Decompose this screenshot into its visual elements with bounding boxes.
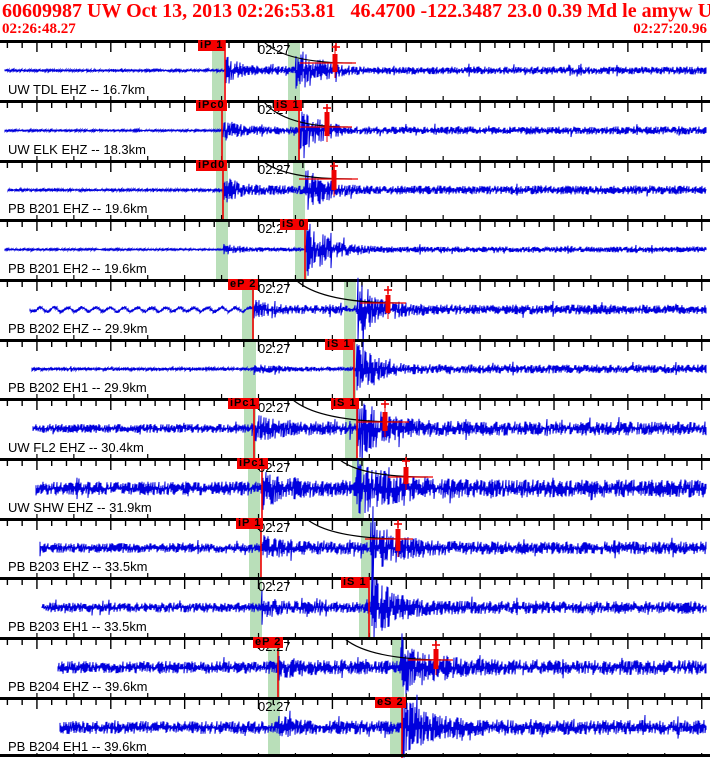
phase-pick-flag[interactable]: iS 1 xyxy=(325,338,353,350)
coda-decay-curve xyxy=(307,519,409,540)
predicted-arrival-band xyxy=(295,219,307,279)
station-channel-label: UW FL2 EHZ -- 30.4km xyxy=(8,440,144,455)
phase-pick-flag[interactable]: iPc0 xyxy=(196,99,227,111)
phase-pick-flag[interactable]: iPc1 xyxy=(228,397,259,409)
station-channel-label: PB B202 EHZ -- 29.9km xyxy=(8,321,148,336)
phase-pick-flag[interactable]: iS 0 xyxy=(280,218,308,230)
event-summary-header: 60609987 UW Oct 13, 2013 02:26:53.81 46.… xyxy=(2,0,710,22)
trace-divider-line xyxy=(0,40,710,43)
trace-waveform-12[interactable] xyxy=(59,694,707,758)
minute-time-label: 02:27 xyxy=(258,520,291,535)
trace-divider-line xyxy=(0,697,710,700)
phase-pick-flag[interactable]: iS 1 xyxy=(331,397,359,409)
trace-divider-line xyxy=(0,160,710,163)
station-channel-label: PB B203 EHZ -- 33.5km xyxy=(8,559,148,574)
trace-divider-line xyxy=(0,339,710,342)
trace-waveform-8[interactable] xyxy=(35,459,707,514)
minute-time-label: 02:27 xyxy=(258,341,291,356)
minute-time-label: 02:27 xyxy=(258,162,291,177)
minute-time-label: 02:27 xyxy=(258,42,291,57)
minute-time-label: 02:27 xyxy=(258,579,291,594)
trace-waveform-5[interactable] xyxy=(29,277,707,354)
minute-time-label: 02:27 xyxy=(258,400,291,415)
phase-pick-flag[interactable]: eP 2 xyxy=(253,636,284,648)
station-channel-label: PB B203 EH1 -- 33.5km xyxy=(8,619,147,634)
phase-pick-flag[interactable]: iP 1 xyxy=(236,517,264,529)
phase-pick-flag[interactable]: iS 1 xyxy=(341,576,369,588)
phase-pick-flag[interactable]: eP 2 xyxy=(228,278,259,290)
trace-divider-line xyxy=(0,637,710,640)
trace-waveform-2[interactable] xyxy=(4,111,707,159)
station-channel-label: PB B201 EHZ -- 19.6km xyxy=(8,201,148,216)
window-start-time: 02:26:48.27 xyxy=(2,21,76,37)
trace-waveform-1[interactable] xyxy=(4,51,707,89)
station-channel-label: PB B204 EHZ -- 39.6km xyxy=(8,679,148,694)
phase-pick-flag[interactable]: iPd0 xyxy=(196,159,228,171)
phase-pick-flag[interactable]: iS 1 xyxy=(274,99,302,111)
station-channel-label: UW SHW EHZ -- 31.9km xyxy=(8,500,152,515)
trace-waveform-3[interactable] xyxy=(7,170,707,210)
station-channel-label: UW TDL EHZ -- 16.7km xyxy=(8,82,146,97)
trace-waveform-4[interactable] xyxy=(4,223,707,276)
trace-divider-line xyxy=(0,518,710,521)
station-channel-label: PB B201 EH2 -- 19.6km xyxy=(8,261,147,276)
trace-waveform-10[interactable] xyxy=(41,570,707,640)
phase-pick-flag[interactable]: eS 2 xyxy=(375,696,406,708)
phase-pick-flag[interactable]: iPc1 xyxy=(237,457,268,469)
window-end-time: 02:27:20.96 xyxy=(633,21,707,37)
station-channel-label: PB B204 EH1 -- 39.6km xyxy=(8,739,147,754)
trace-waveform-7[interactable] xyxy=(32,403,707,468)
trace-waveform-6[interactable] xyxy=(31,344,707,391)
station-channel-label: UW ELK EHZ -- 18.3km xyxy=(8,142,146,157)
trace-waveform-11[interactable] xyxy=(57,633,707,694)
minute-time-label: 02:27 xyxy=(258,281,291,296)
trace-divider-line xyxy=(0,219,710,222)
trace-divider-line xyxy=(0,279,710,282)
trace-waveform-9[interactable] xyxy=(39,506,707,592)
phase-pick-flag[interactable]: iP 1 xyxy=(198,39,226,51)
trace-divider-line xyxy=(0,100,710,103)
station-channel-label: PB B202 EH1 -- 29.9km xyxy=(8,380,147,395)
plot-bottom-border xyxy=(0,754,710,757)
trace-divider-line xyxy=(0,458,710,461)
minute-time-label: 02:27 xyxy=(258,699,291,714)
